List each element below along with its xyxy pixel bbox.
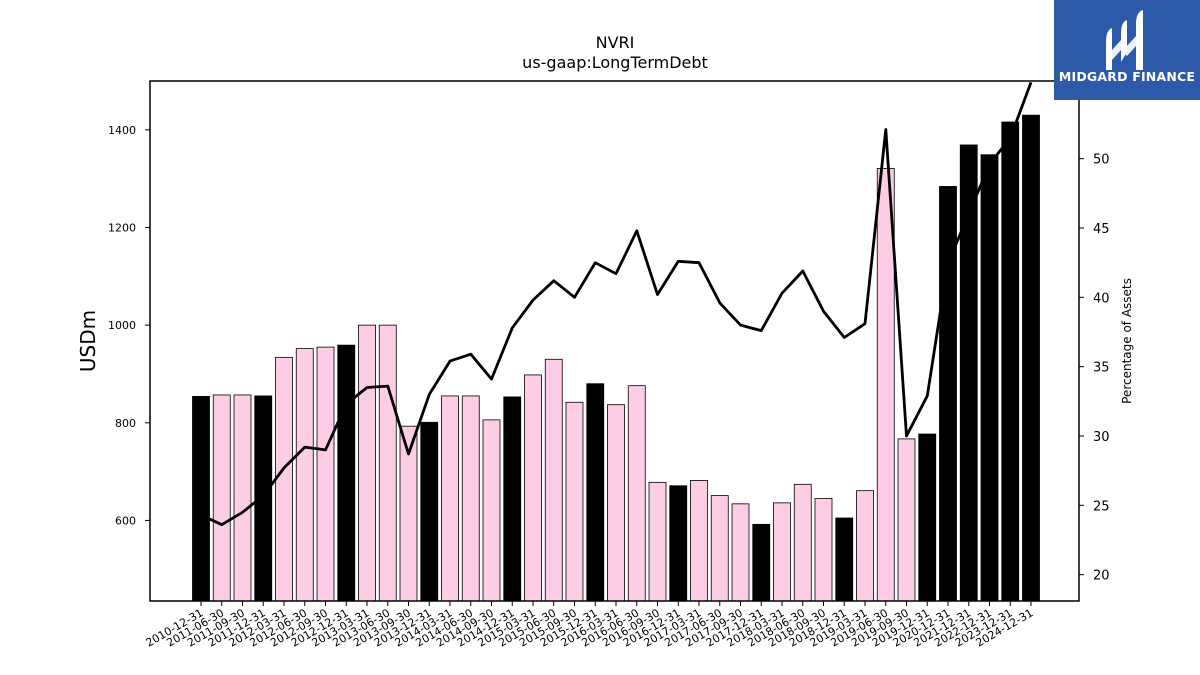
y-tick-label: 1400	[108, 124, 136, 137]
bars-layer	[192, 114, 1040, 602]
bar	[793, 483, 812, 602]
bar	[980, 154, 999, 602]
bar	[420, 421, 439, 602]
bar	[918, 433, 937, 602]
bar	[835, 517, 854, 602]
chart-title: NVRI	[596, 33, 635, 52]
bar	[544, 358, 563, 602]
bar	[295, 348, 314, 602]
bar	[814, 498, 833, 602]
bar	[275, 356, 293, 602]
bar	[710, 495, 729, 602]
y-tick-label: 600	[115, 514, 136, 527]
y2-tick-label: 20	[1093, 569, 1110, 584]
bar	[565, 401, 584, 602]
bar	[358, 324, 376, 602]
y-tick-label: 1200	[108, 221, 136, 234]
bar	[773, 502, 791, 602]
bar	[192, 396, 210, 602]
bar	[233, 394, 252, 602]
x-axis: 2010-12-312011-06-302011-09-302011-12-31…	[144, 601, 1036, 650]
y-axis-left: 600 800 1000 1200 1400	[108, 124, 150, 527]
y-tick-label: 1000	[108, 319, 136, 332]
bar	[524, 374, 542, 602]
bar	[337, 344, 356, 602]
bar	[254, 395, 273, 602]
bar	[648, 481, 667, 602]
y2-axis-label: Percentage of Assets	[1120, 278, 1134, 404]
bar	[1001, 121, 1020, 602]
bar	[503, 396, 522, 602]
bar	[441, 395, 459, 602]
bar	[378, 324, 397, 602]
bar	[690, 479, 708, 602]
brand-logo: MIDGARD FINANCE	[1054, 0, 1200, 100]
plot-frame	[149, 80, 1080, 602]
bar	[607, 404, 625, 602]
bar	[316, 346, 335, 602]
bar	[1022, 114, 1040, 602]
y-axis-label: USDm	[76, 310, 100, 372]
bar	[731, 503, 750, 602]
y2-tick-label: 30	[1093, 430, 1110, 445]
series-line	[200, 81, 1033, 527]
y-axis-right: 20 25 30 35 40 45 50	[1079, 153, 1110, 584]
y2-tick-label: 45	[1093, 222, 1110, 237]
line-layer	[200, 81, 1033, 527]
bar	[752, 523, 771, 602]
bar	[856, 490, 874, 602]
bar	[482, 419, 501, 602]
logo-text: MIDGARD FINANCE	[1058, 69, 1196, 84]
y2-tick-label: 25	[1093, 499, 1110, 514]
y2-tick-label: 50	[1093, 153, 1110, 168]
logo-mark-icon	[1106, 10, 1143, 70]
bar	[586, 383, 605, 602]
y-tick-label: 800	[115, 417, 136, 430]
chart-subtitle: us-gaap:LongTermDebt	[522, 53, 708, 72]
y2-tick-label: 40	[1093, 291, 1110, 306]
y2-tick-label: 35	[1093, 361, 1110, 376]
bar	[627, 385, 646, 602]
bar	[212, 394, 231, 602]
bar	[897, 438, 916, 602]
bar	[669, 485, 688, 602]
bar	[461, 395, 480, 602]
